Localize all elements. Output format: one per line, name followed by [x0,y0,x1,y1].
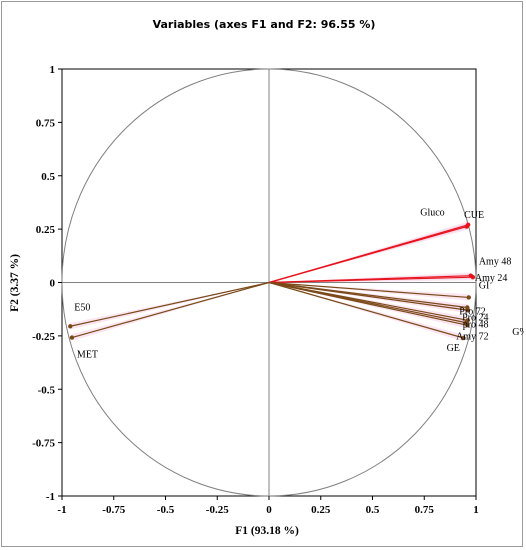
variable-label: GE [447,343,460,354]
variable-label: E50 [74,302,90,313]
y-axis-title: F2 (3.37 %) [9,254,21,312]
vector-point [465,323,470,328]
vector-line [268,281,469,299]
vector-line [268,281,469,311]
y-tick-label: -0.75 [32,438,55,450]
vector-point [69,335,75,340]
variable-label: Amy 48 [479,257,512,268]
vector-band-6 [269,282,469,314]
axis-ticks: -1 -0.75 -0.5 -0.25 0 0.25 0.5 0.75 1 1 0.75 0.5 0.2… [32,64,479,516]
x-tick-label: 0 [266,504,272,516]
vector-band-11 [69,282,269,330]
variable-label: GI [479,280,490,291]
y-tick-label: 0.5 [41,171,55,183]
vector-line [71,281,270,339]
variable-label: Amy 24 [475,273,508,284]
x-tick-label: 1 [473,504,479,516]
vector-point [466,295,471,300]
variable-vectors [68,222,476,341]
variable-label: CUE [464,210,484,221]
x-tick-label: 0.25 [311,504,331,516]
y-tick-label: -0.5 [38,384,56,396]
vector-point [68,324,73,329]
y-tick-label: 0 [50,278,56,290]
vector-point [461,335,466,341]
vector-band-10 [269,282,465,342]
y-tick-label: -1 [46,491,55,503]
variable-label: pro 48 [463,319,489,330]
chart-title: Variables (axes F1 and F2: 96.55 %) [153,18,376,31]
x-tick-label: -0.5 [157,504,175,516]
vector-line [268,281,464,339]
y-tick-label: 0.75 [36,117,56,129]
x-axis-title: F1 (93.18 %) [235,525,299,537]
variable-label: Pro 72 [459,306,485,317]
vector-band-9 [269,282,468,329]
vector-point [465,222,471,228]
x-tick-label: 0.75 [415,504,435,516]
variable-label: G% [512,327,524,338]
vector-line [268,224,469,284]
vector-point [470,274,476,280]
x-tick-label: 0.5 [366,504,380,516]
x-tick-label: -0.75 [102,504,125,516]
x-tick-label: -1 [57,504,66,516]
vector-line [70,281,270,327]
y-tick-label: -0.25 [32,331,55,343]
vector-band-2 [269,272,471,283]
x-tick-label: -0.25 [206,504,229,516]
vector-band-1 [269,221,470,283]
vector-point [465,308,471,313]
vector-band-4 [269,282,469,301]
vector-line [268,276,473,284]
variable-label: Amy 72 [456,332,489,343]
variable-label: MET [77,350,98,361]
variable-label: Gluco [420,208,444,219]
variable-label: Pro 24 [462,312,488,323]
y-tick-label: 0.25 [36,224,56,236]
y-tick-label: 1 [50,64,56,76]
vector-line [268,281,468,326]
vector-band-12 [71,282,270,341]
